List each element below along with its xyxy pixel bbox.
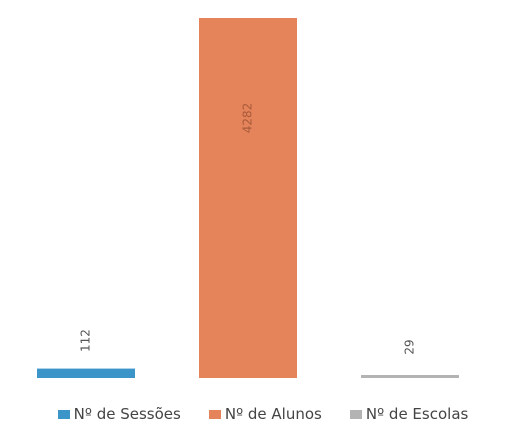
chart-legend: Nº de Sessões Nº de Alunos Nº de Escolas xyxy=(0,400,526,428)
legend-item-sessoes: Nº de Sessões xyxy=(57,405,181,423)
legend-swatch-escolas xyxy=(349,409,362,419)
legend-label-alunos: Nº de Alunos xyxy=(224,405,322,423)
data-label-alunos: 4282 xyxy=(241,103,255,134)
legend-swatch-alunos xyxy=(208,409,221,419)
legend-label-sessoes: Nº de Sessões xyxy=(73,405,181,423)
legend-label-escolas: Nº de Escolas xyxy=(365,405,469,423)
bar-escolas xyxy=(361,375,459,378)
bar-sessoes xyxy=(37,368,135,378)
legend-item-escolas: Nº de Escolas xyxy=(349,405,469,423)
data-label-escolas: 29 xyxy=(403,339,417,354)
data-label-sessoes: 112 xyxy=(79,329,93,352)
bar-alunos xyxy=(199,18,297,378)
legend-item-alunos: Nº de Alunos xyxy=(208,405,322,423)
legend-swatch-sessoes xyxy=(57,409,70,419)
